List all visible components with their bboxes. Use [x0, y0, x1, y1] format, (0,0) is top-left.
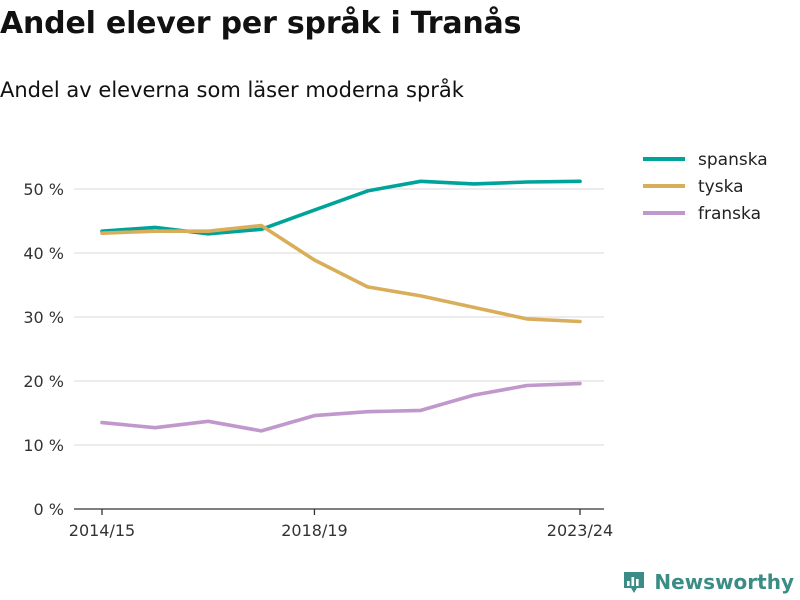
y-tick-label: 30 % — [23, 308, 64, 327]
y-tick-label: 40 % — [23, 244, 64, 263]
legend-label-tyska: tyska — [698, 177, 744, 197]
series-line-tyska — [100, 223, 582, 324]
brand-name: Newsworthy — [654, 570, 794, 594]
brand: Newsworthy — [622, 570, 794, 594]
y-tick-label: 20 % — [23, 372, 64, 391]
chart-title: Andel elever per språk i Tranås — [0, 6, 522, 41]
chart-subtitle: Andel av eleverna som läser moderna språ… — [0, 78, 464, 102]
y-tick-label: 0 % — [34, 500, 64, 519]
legend-label-franska: franska — [698, 204, 761, 224]
x-tick-label: 2023/24 — [547, 521, 613, 540]
newsworthy-logo-icon — [624, 572, 645, 593]
legend-label-spanska: spanska — [698, 150, 768, 170]
y-tick-label: 50 % — [23, 180, 64, 199]
x-tick-label: 2014/15 — [69, 521, 135, 540]
series-line-franska — [100, 381, 582, 433]
x-tick-label: 2018/19 — [281, 521, 347, 540]
y-tick-label: 10 % — [23, 436, 64, 455]
